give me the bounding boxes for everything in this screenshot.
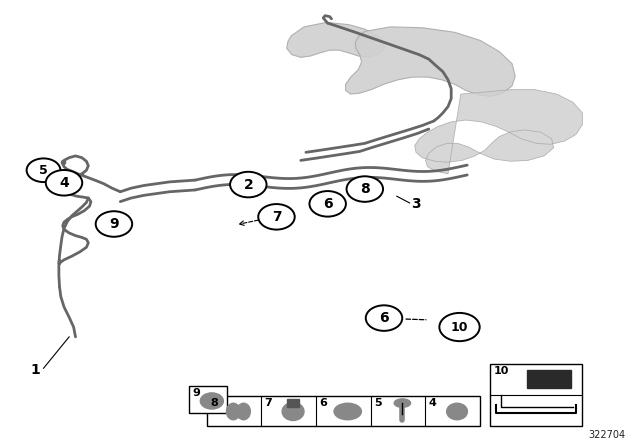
Ellipse shape bbox=[394, 399, 411, 407]
Circle shape bbox=[366, 306, 403, 331]
Polygon shape bbox=[415, 90, 582, 174]
Text: 9: 9 bbox=[109, 217, 119, 231]
Bar bbox=[189, 386, 227, 413]
Circle shape bbox=[27, 159, 60, 182]
Text: 6: 6 bbox=[323, 197, 333, 211]
Text: 5: 5 bbox=[374, 398, 381, 408]
Circle shape bbox=[46, 170, 82, 196]
Polygon shape bbox=[346, 27, 515, 96]
Circle shape bbox=[96, 211, 132, 237]
Text: 10: 10 bbox=[451, 320, 468, 334]
Text: 6: 6 bbox=[379, 311, 389, 325]
Circle shape bbox=[259, 204, 295, 230]
Circle shape bbox=[230, 172, 267, 198]
Polygon shape bbox=[287, 22, 384, 57]
Bar bbox=[527, 370, 572, 388]
Text: 9: 9 bbox=[192, 388, 200, 398]
Ellipse shape bbox=[447, 403, 467, 420]
Ellipse shape bbox=[237, 403, 250, 420]
Text: 322704: 322704 bbox=[589, 430, 626, 440]
Circle shape bbox=[310, 191, 346, 216]
Text: 8: 8 bbox=[210, 398, 218, 408]
Text: 7: 7 bbox=[271, 210, 282, 224]
Text: 4: 4 bbox=[429, 398, 436, 408]
Circle shape bbox=[347, 177, 383, 202]
Bar bbox=[207, 396, 480, 426]
Ellipse shape bbox=[200, 393, 223, 409]
Text: 3: 3 bbox=[411, 197, 420, 211]
Circle shape bbox=[439, 313, 480, 341]
Text: 2: 2 bbox=[243, 177, 253, 192]
Text: 7: 7 bbox=[264, 398, 273, 408]
Text: 4: 4 bbox=[59, 176, 69, 190]
Text: 10: 10 bbox=[493, 366, 509, 376]
Ellipse shape bbox=[227, 403, 240, 420]
Text: 6: 6 bbox=[319, 398, 327, 408]
Ellipse shape bbox=[334, 403, 362, 420]
Text: 5: 5 bbox=[39, 164, 48, 177]
Text: 8: 8 bbox=[360, 182, 370, 196]
Ellipse shape bbox=[282, 402, 304, 421]
Bar bbox=[287, 400, 300, 407]
Bar bbox=[490, 364, 582, 426]
Text: 1: 1 bbox=[30, 362, 40, 377]
